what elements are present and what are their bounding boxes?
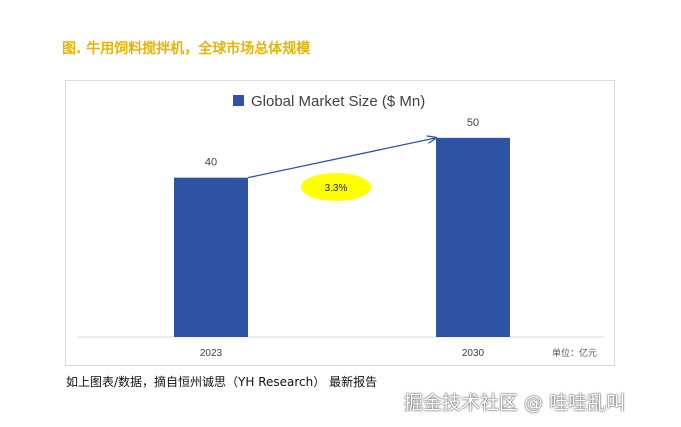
figure-title: 图. 牛用饲料搅拌机，全球市场总体规模 xyxy=(62,41,311,57)
data-label-2030: 50 xyxy=(467,117,479,129)
growth-arrow xyxy=(247,138,436,179)
figure-caption: 如上图表/数据，摘自恒州诚思（YH Research） 最新报告 xyxy=(66,375,378,389)
growth-callout xyxy=(301,173,371,201)
chart-frame: Global Market Size ($ Mn) 40 50 3.3% 202… xyxy=(65,80,615,366)
market-size-chart: Global Market Size ($ Mn) 40 50 3.3% 202… xyxy=(78,93,604,359)
growth-rate-label: 3.3% xyxy=(325,183,348,194)
unit-note: 单位：亿元 xyxy=(552,347,597,359)
legend-label: Global Market Size ($ Mn) xyxy=(251,93,425,110)
legend-swatch xyxy=(233,95,244,106)
data-label-2023: 40 xyxy=(205,157,217,169)
bar-2030 xyxy=(436,137,510,337)
x-tick-2030: 2030 xyxy=(462,348,485,359)
watermark: 掘金技术社区 @ 哇哇乱叫 xyxy=(404,392,626,414)
bar-2023 xyxy=(174,177,248,337)
x-tick-2023: 2023 xyxy=(200,348,223,359)
